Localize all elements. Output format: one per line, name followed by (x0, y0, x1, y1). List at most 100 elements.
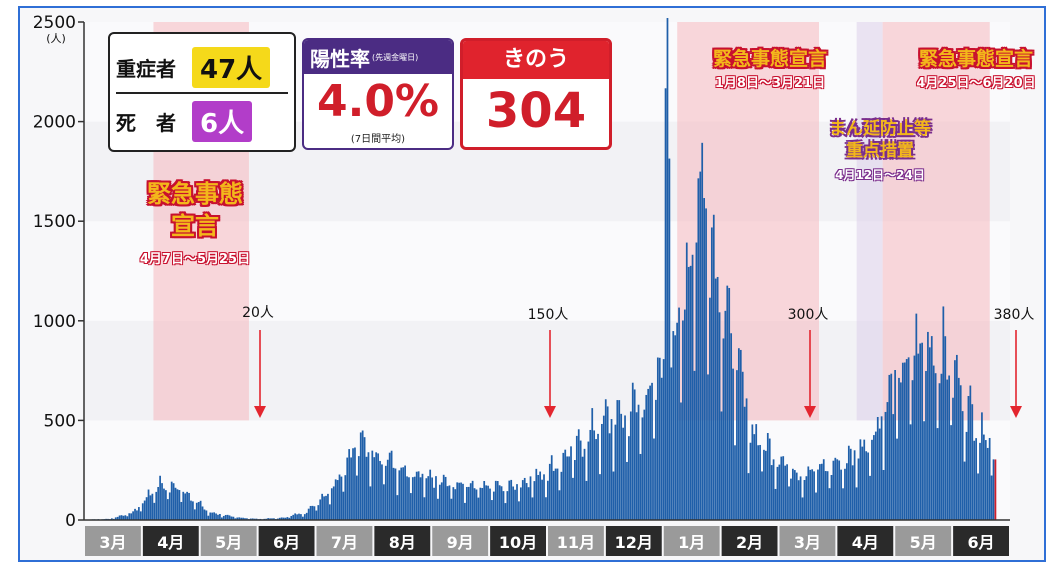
case-bar (927, 331, 929, 520)
case-bar (971, 404, 974, 520)
case-bar (792, 468, 794, 520)
case-bar (523, 477, 526, 520)
case-bar (988, 437, 991, 520)
case-bar (849, 448, 852, 520)
case-bar (188, 492, 190, 520)
case-bar (597, 433, 599, 520)
case-bar (180, 501, 183, 520)
death-label: 死 者 (116, 110, 176, 135)
case-bar (628, 436, 630, 520)
case-bar (367, 452, 370, 520)
case-bar (655, 399, 657, 520)
case-bar (134, 508, 136, 520)
case-bar (357, 456, 360, 520)
case-bar (558, 490, 561, 520)
case-bar (342, 491, 345, 520)
case-bar (352, 448, 354, 520)
case-bar (145, 497, 148, 520)
case-bar (716, 276, 719, 520)
case-bar (668, 158, 671, 520)
case-bar (182, 491, 185, 520)
case-bar (682, 320, 684, 520)
case-bar (847, 445, 850, 520)
case-bar (886, 402, 889, 520)
month-label: 3月 (794, 533, 821, 552)
severe-row: 重症者 47人 (116, 44, 271, 90)
annotation-3: 300人 (787, 307, 829, 323)
case-bar (712, 214, 715, 520)
case-bar (132, 511, 134, 520)
case-bar (683, 309, 686, 520)
case-bar (583, 448, 586, 520)
case-bar (589, 429, 592, 520)
annotation-arrowhead-3 (804, 406, 816, 418)
case-bar (346, 457, 349, 520)
case-bar (905, 359, 908, 520)
case-bar (656, 357, 659, 520)
case-bar (199, 500, 202, 520)
case-bar (900, 382, 902, 520)
case-bar (786, 464, 788, 520)
case-bar (448, 485, 451, 520)
case-bar (757, 445, 760, 520)
month-band (258, 526, 315, 556)
case-bar (969, 385, 972, 520)
case-bar (193, 509, 196, 520)
case-bar (990, 475, 993, 520)
case-bar (533, 481, 536, 520)
case-bar (921, 342, 923, 520)
case-bar (599, 474, 601, 520)
month-label: 6月 (273, 533, 300, 552)
case-bar (159, 475, 161, 520)
case-bar (477, 497, 480, 520)
case-bar (741, 371, 744, 520)
positivity-box: 陽性率 (先週金曜日) 4.0% (7日間平均) (302, 38, 454, 150)
case-bar (888, 374, 891, 520)
case-bar (527, 487, 530, 520)
y-unit-label: (人) (46, 32, 66, 45)
case-bar (707, 374, 709, 520)
case-bar (319, 499, 322, 520)
positivity-subtitle: (先週金曜日) (372, 52, 419, 62)
case-bar (612, 471, 615, 520)
case-bar (251, 518, 254, 520)
case-bar (371, 450, 374, 520)
case-bar (674, 335, 677, 520)
case-bar (898, 377, 900, 520)
case-bar (691, 254, 694, 520)
case-bar (890, 373, 893, 520)
case-bar (186, 491, 188, 520)
case-bar (554, 468, 557, 520)
case-bar (111, 518, 113, 520)
case-bar (529, 476, 532, 520)
month-band (721, 526, 778, 556)
case-bar (641, 417, 644, 520)
case-bar (332, 486, 335, 520)
case-bar (743, 406, 746, 520)
month-label: 10月 (499, 533, 537, 552)
case-bar (240, 517, 242, 520)
case-bar (392, 467, 395, 520)
case-bar (317, 505, 320, 520)
case-bar (844, 468, 846, 520)
case-bar (494, 480, 497, 520)
case-bar (932, 365, 935, 520)
case-bar (454, 489, 457, 520)
month-band (953, 526, 1009, 556)
case-bar (166, 499, 169, 520)
case-bar (693, 370, 696, 520)
case-bar (502, 491, 505, 520)
case-bar (834, 457, 837, 520)
case-bar (817, 469, 819, 520)
stats-box: 重症者 47人 死 者 6人 (108, 32, 296, 152)
case-bar (699, 171, 702, 521)
case-bar (340, 476, 343, 520)
case-bar (373, 457, 376, 520)
severe-label: 重症者 (116, 56, 176, 81)
case-bar (464, 502, 466, 520)
case-bar (855, 487, 858, 520)
case-bar (282, 517, 285, 520)
case-bar (126, 516, 129, 520)
case-bar (548, 463, 551, 520)
case-bar (286, 517, 289, 520)
